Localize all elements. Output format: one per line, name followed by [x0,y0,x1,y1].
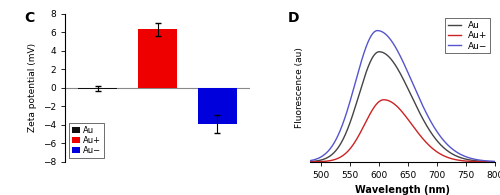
Au− [396,54,402,56]
Au+ [295,161,301,163]
Bar [138,29,177,88]
Au [498,161,500,163]
Au+ [498,161,500,163]
Line: Au+: Au+ [298,100,500,162]
Legend: Au, Au+, Au−: Au, Au+, Au− [445,18,490,53]
Legend: Au, Au+, Au−: Au, Au+, Au− [69,123,104,158]
Au− [498,160,500,163]
Au+ [460,160,466,162]
Au [376,51,382,53]
Y-axis label: Fluorescence (au): Fluorescence (au) [295,47,304,128]
Au+ [391,103,397,105]
Au− [374,29,380,32]
Au+ [498,161,500,163]
Text: C: C [24,11,34,25]
Au+ [396,108,402,110]
Au [396,71,402,73]
Au− [391,44,397,46]
Au− [498,160,500,163]
Au [306,160,312,163]
Line: Au: Au [298,52,500,162]
Au [391,62,397,64]
Bar [198,88,237,124]
Au+ [306,161,312,163]
Au [295,161,301,163]
Text: D: D [288,11,299,25]
Au [498,161,500,163]
Y-axis label: Zeta potential (mV): Zeta potential (mV) [28,43,37,132]
Bar [78,88,118,89]
Au [460,157,466,159]
Line: Au−: Au− [298,31,500,162]
X-axis label: Wavelength (nm): Wavelength (nm) [355,185,450,195]
Au− [295,160,301,163]
Au+ [381,99,387,101]
Au− [306,160,312,162]
Au− [460,154,466,156]
